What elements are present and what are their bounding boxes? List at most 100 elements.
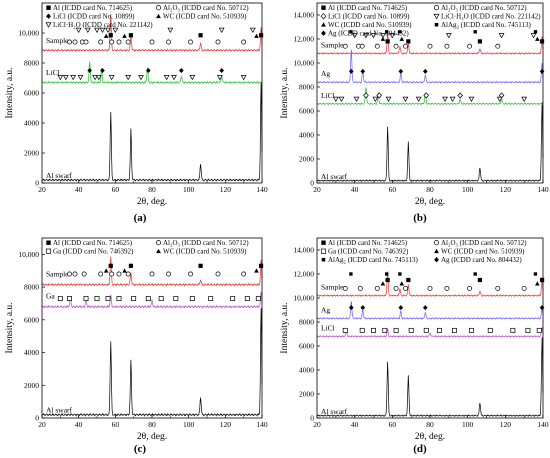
x-tick-label: 80	[426, 185, 434, 194]
x-axis-title: 2θ, deg.	[415, 197, 445, 207]
phase-marker	[258, 263, 264, 268]
phase-marker	[208, 296, 214, 301]
phase-marker	[385, 30, 389, 34]
phase-marker	[57, 75, 64, 81]
legend-entry: Al₂O₃ (ICDD card No. 50712)	[155, 4, 249, 12]
phase-marker	[57, 296, 63, 301]
phase-marker	[125, 39, 131, 45]
y-tick-label: 8000	[299, 318, 314, 327]
y-tick-label: 0	[310, 414, 314, 423]
y-tick-label: 0	[310, 179, 314, 188]
phase-marker	[380, 33, 386, 39]
legend-label: AlAg₂ (ICDD card No. 745113)	[328, 256, 419, 264]
phase-marker	[258, 33, 264, 38]
phase-marker	[353, 96, 360, 103]
series-label: Ag	[321, 305, 330, 314]
phase-marker	[380, 281, 386, 286]
phase-marker	[360, 305, 366, 311]
y-tick-label: 6000	[24, 315, 39, 324]
phase-marker	[393, 327, 399, 333]
legend-entry: Ag (ICDD card No. 804432)	[434, 256, 522, 264]
phase-marker	[83, 39, 89, 45]
legend-marker	[321, 30, 326, 36]
series-label: LiCl	[321, 323, 335, 332]
phase-marker	[128, 33, 134, 38]
legend-marker	[321, 257, 326, 262]
phase-marker	[108, 33, 113, 38]
phase-marker	[389, 33, 396, 39]
legend-label: Al (ICDD card No. 714625)	[328, 239, 408, 247]
x-tick-label: 120	[220, 185, 232, 194]
panel-label: (d)	[413, 443, 427, 455]
legend-entry: Al (ICDD card No. 714625)	[46, 4, 133, 12]
series-label: Al swarf	[46, 405, 73, 414]
phase-marker	[244, 296, 250, 301]
phase-marker	[94, 27, 100, 34]
phase-marker	[255, 296, 261, 301]
phase-marker	[351, 33, 358, 39]
legend-label: WC (ICDD card No. 510939)	[328, 21, 412, 29]
phase-marker	[158, 296, 164, 301]
x-tick-label: 20	[38, 185, 46, 194]
x-tick-label: 40	[351, 420, 359, 429]
legend-label: Al (ICDD card No. 714625)	[53, 239, 133, 247]
phase-marker	[145, 296, 151, 301]
chart-panel-0: Al swarf Sample LiCl 20 40 60 80 100 120 140 0 2000…	[5, 2, 268, 224]
phase-marker	[254, 33, 259, 38]
phase-marker	[81, 271, 87, 277]
phase-marker	[338, 96, 345, 103]
phase-marker	[254, 268, 259, 273]
phase-marker	[128, 263, 134, 268]
x-tick-label: 100	[183, 420, 195, 429]
legend-entry: LiCl·H₂O (ICDD card No. 221142)	[45, 21, 153, 29]
series-label: Al swarf	[321, 407, 348, 416]
phase-marker	[444, 43, 450, 49]
phase-marker	[95, 75, 102, 81]
series-line-sample	[41, 13, 263, 53]
phase-marker	[521, 285, 527, 291]
legend-label: LiCl (ICDD card No. 10899)	[328, 13, 410, 21]
legend-label: WC (ICDD card No. 510939)	[163, 13, 247, 21]
plot-frame	[41, 2, 263, 184]
phase-marker	[357, 285, 363, 291]
chart-panel-2: Al swarf Sample Ga 20 40 60 80 100 120 140 0 2000 40…	[5, 237, 268, 455]
series-line-al-swarf	[41, 82, 263, 182]
legend-label: Al₂O₃ (ICDD card No. 50712)	[163, 4, 249, 12]
phase-marker	[83, 296, 89, 301]
y-axis-title: Intensity, a.u.	[280, 67, 290, 118]
legend-label: Ga (ICDD card No. 746392)	[53, 248, 134, 256]
x-tick-label: 20	[313, 420, 321, 429]
legend-marker	[46, 5, 51, 10]
phase-marker	[348, 305, 354, 311]
phase-marker	[487, 327, 493, 333]
series-line-licl	[317, 87, 544, 106]
x-tick-label: 80	[148, 185, 156, 194]
series-label: Sample	[46, 269, 69, 278]
phase-marker	[422, 305, 428, 311]
phase-marker	[398, 272, 402, 276]
phase-marker	[403, 285, 408, 291]
phase-marker	[249, 27, 256, 34]
phase-marker	[167, 27, 174, 34]
phase-marker	[349, 30, 353, 34]
series-line-ag	[316, 301, 544, 320]
series-label: Al swarf	[46, 171, 73, 180]
y-tick-label: 0	[35, 414, 39, 423]
phase-marker	[149, 39, 155, 45]
y-tick-label: 4000	[299, 366, 314, 375]
series-line-licl	[41, 61, 263, 85]
phase-marker	[442, 96, 448, 103]
y-tick-label: 6000	[299, 107, 314, 116]
phase-marker	[72, 39, 78, 45]
phase-marker	[535, 281, 540, 286]
x-tick-label: 60	[112, 185, 120, 194]
series-label: Al swarf	[321, 172, 348, 181]
phase-marker	[125, 271, 131, 277]
legend-label: LiCl·H₂O (ICDD card No. 221142)	[441, 13, 541, 21]
phase-marker	[398, 30, 402, 34]
legend-entry: WC (ICDD card No. 510939)	[321, 21, 412, 29]
x-tick-label: 80	[426, 420, 434, 429]
phase-marker	[75, 27, 82, 34]
phase-marker	[539, 68, 545, 74]
x-tick-label: 20	[38, 420, 46, 429]
